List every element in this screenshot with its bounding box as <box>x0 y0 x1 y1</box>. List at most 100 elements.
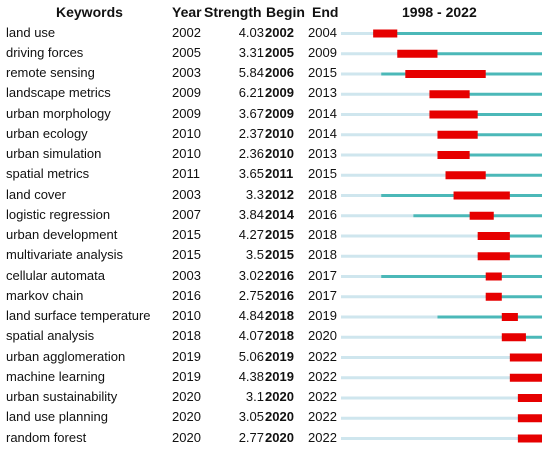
begin-cell: 2006 <box>265 65 294 80</box>
strength-cell: 4.84 <box>238 308 264 323</box>
table-row: multivariate analysis 2015 3.5 2015 2018 <box>0 245 550 265</box>
year-cell: 2020 <box>172 389 201 404</box>
end-cell: 2004 <box>308 24 337 40</box>
begin-cell: 2009 <box>265 85 294 101</box>
pre-appearance-line <box>341 234 478 238</box>
keyword-cell: spatial metrics <box>6 166 90 182</box>
keyword-cell: land use <box>6 24 56 40</box>
year-cell: 2003 <box>172 65 201 80</box>
keyword-cell: remote sensing <box>6 65 95 80</box>
table-row: urban development 2015 4.27 2015 2018 <box>0 225 550 245</box>
burst-bar <box>485 272 502 281</box>
year-cell: 2015 <box>172 247 201 263</box>
burst-bar <box>437 151 470 159</box>
pre-appearance-line <box>341 113 430 116</box>
pre-appearance-line <box>341 376 510 380</box>
strength-cell: 3.3 <box>245 186 264 202</box>
year-cell: 2010 <box>172 125 201 141</box>
table-row: urban ecology 2010 2.37 2010 2014 <box>0 124 550 144</box>
begin-cell: 2018 <box>265 328 294 344</box>
table-row: driving forces 2005 3.31 2005 2009 <box>0 43 550 63</box>
header-keywords: Keywords <box>56 4 123 20</box>
strength-cell: 3.5 <box>245 247 264 263</box>
strength-cell: 3.67 <box>238 105 264 121</box>
begin-cell: 2020 <box>265 389 294 404</box>
end-cell: 2020 <box>308 328 337 344</box>
header-year: Year <box>172 4 202 20</box>
year-cell: 2010 <box>172 308 201 323</box>
active-timeline-line <box>397 52 542 56</box>
burst-bar <box>517 394 542 402</box>
end-cell: 2018 <box>308 186 337 202</box>
end-cell: 2018 <box>308 227 337 242</box>
pre-appearance-line <box>341 315 438 319</box>
table-row: land use 2002 4.03 2002 2004 <box>0 23 550 43</box>
begin-cell: 2020 <box>265 409 294 425</box>
pre-appearance-line <box>341 92 430 96</box>
pre-appearance-line <box>341 52 398 56</box>
end-cell: 2018 <box>308 247 337 263</box>
pre-appearance-line <box>341 275 382 278</box>
year-cell: 2015 <box>172 227 201 242</box>
keyword-cell: machine learning <box>6 368 106 384</box>
burst-bar <box>477 232 510 240</box>
burst-bar <box>509 353 542 362</box>
keyword-cell: urban morphology <box>6 105 111 121</box>
year-cell: 2009 <box>172 85 201 101</box>
strength-cell: 6.21 <box>238 85 264 101</box>
begin-cell: 2011 <box>265 166 294 182</box>
table-row: remote sensing 2003 5.84 2006 2015 <box>0 63 550 83</box>
burst-bar <box>429 90 470 99</box>
year-cell: 2020 <box>172 429 201 445</box>
keyword-cell: urban simulation <box>6 146 102 161</box>
burst-bar <box>501 313 518 321</box>
year-cell: 2011 <box>172 166 200 182</box>
active-timeline-line <box>445 173 542 177</box>
pre-appearance-line <box>341 396 518 400</box>
table-row: machine learning 2019 4.38 2019 2022 <box>0 367 550 387</box>
keyword-cell: urban agglomeration <box>6 348 126 364</box>
active-timeline-line <box>437 153 542 157</box>
begin-cell: 2020 <box>265 429 294 445</box>
year-cell: 2002 <box>172 24 201 40</box>
active-timeline-line <box>373 32 542 35</box>
year-cell: 2003 <box>172 186 201 202</box>
active-timeline-line <box>437 315 542 319</box>
pre-appearance-line <box>341 173 446 177</box>
strength-cell: 4.27 <box>238 227 264 242</box>
year-cell: 2005 <box>172 44 201 60</box>
pre-appearance-line <box>341 416 518 420</box>
keyword-cell: logistic regression <box>6 206 111 222</box>
strength-cell: 2.77 <box>238 429 264 445</box>
header-end: End <box>312 4 339 20</box>
end-cell: 2019 <box>308 308 337 323</box>
table-row: urban sustainability 2020 3.1 2020 2022 <box>0 387 550 407</box>
pre-appearance-line <box>341 214 414 218</box>
keyword-cell: spatial analysis <box>6 328 95 344</box>
begin-cell: 2018 <box>265 308 294 323</box>
burst-bar <box>477 252 510 261</box>
strength-cell: 5.84 <box>238 65 264 80</box>
year-cell: 2007 <box>172 206 201 222</box>
end-cell: 2022 <box>308 389 337 404</box>
begin-cell: 2010 <box>265 146 294 161</box>
end-cell: 2015 <box>308 166 337 182</box>
table-row: random forest 2020 2.77 2020 2022 <box>0 428 550 448</box>
pre-appearance-line <box>341 254 478 258</box>
end-cell: 2014 <box>308 125 337 141</box>
end-cell: 2017 <box>308 287 337 303</box>
header-strength: Strength <box>204 4 262 20</box>
keyword-cell: cellular automata <box>6 267 105 283</box>
strength-cell: 4.03 <box>238 24 264 40</box>
strength-cell: 2.36 <box>238 146 264 161</box>
burst-bar <box>397 49 438 58</box>
active-timeline-line <box>429 92 542 96</box>
burst-bar <box>429 110 478 119</box>
keyword-cell: urban sustainability <box>6 389 118 404</box>
begin-cell: 2014 <box>265 206 294 222</box>
year-cell: 2020 <box>172 409 201 425</box>
pre-appearance-line <box>341 32 374 35</box>
end-cell: 2022 <box>308 429 337 445</box>
active-timeline-line <box>437 133 542 137</box>
